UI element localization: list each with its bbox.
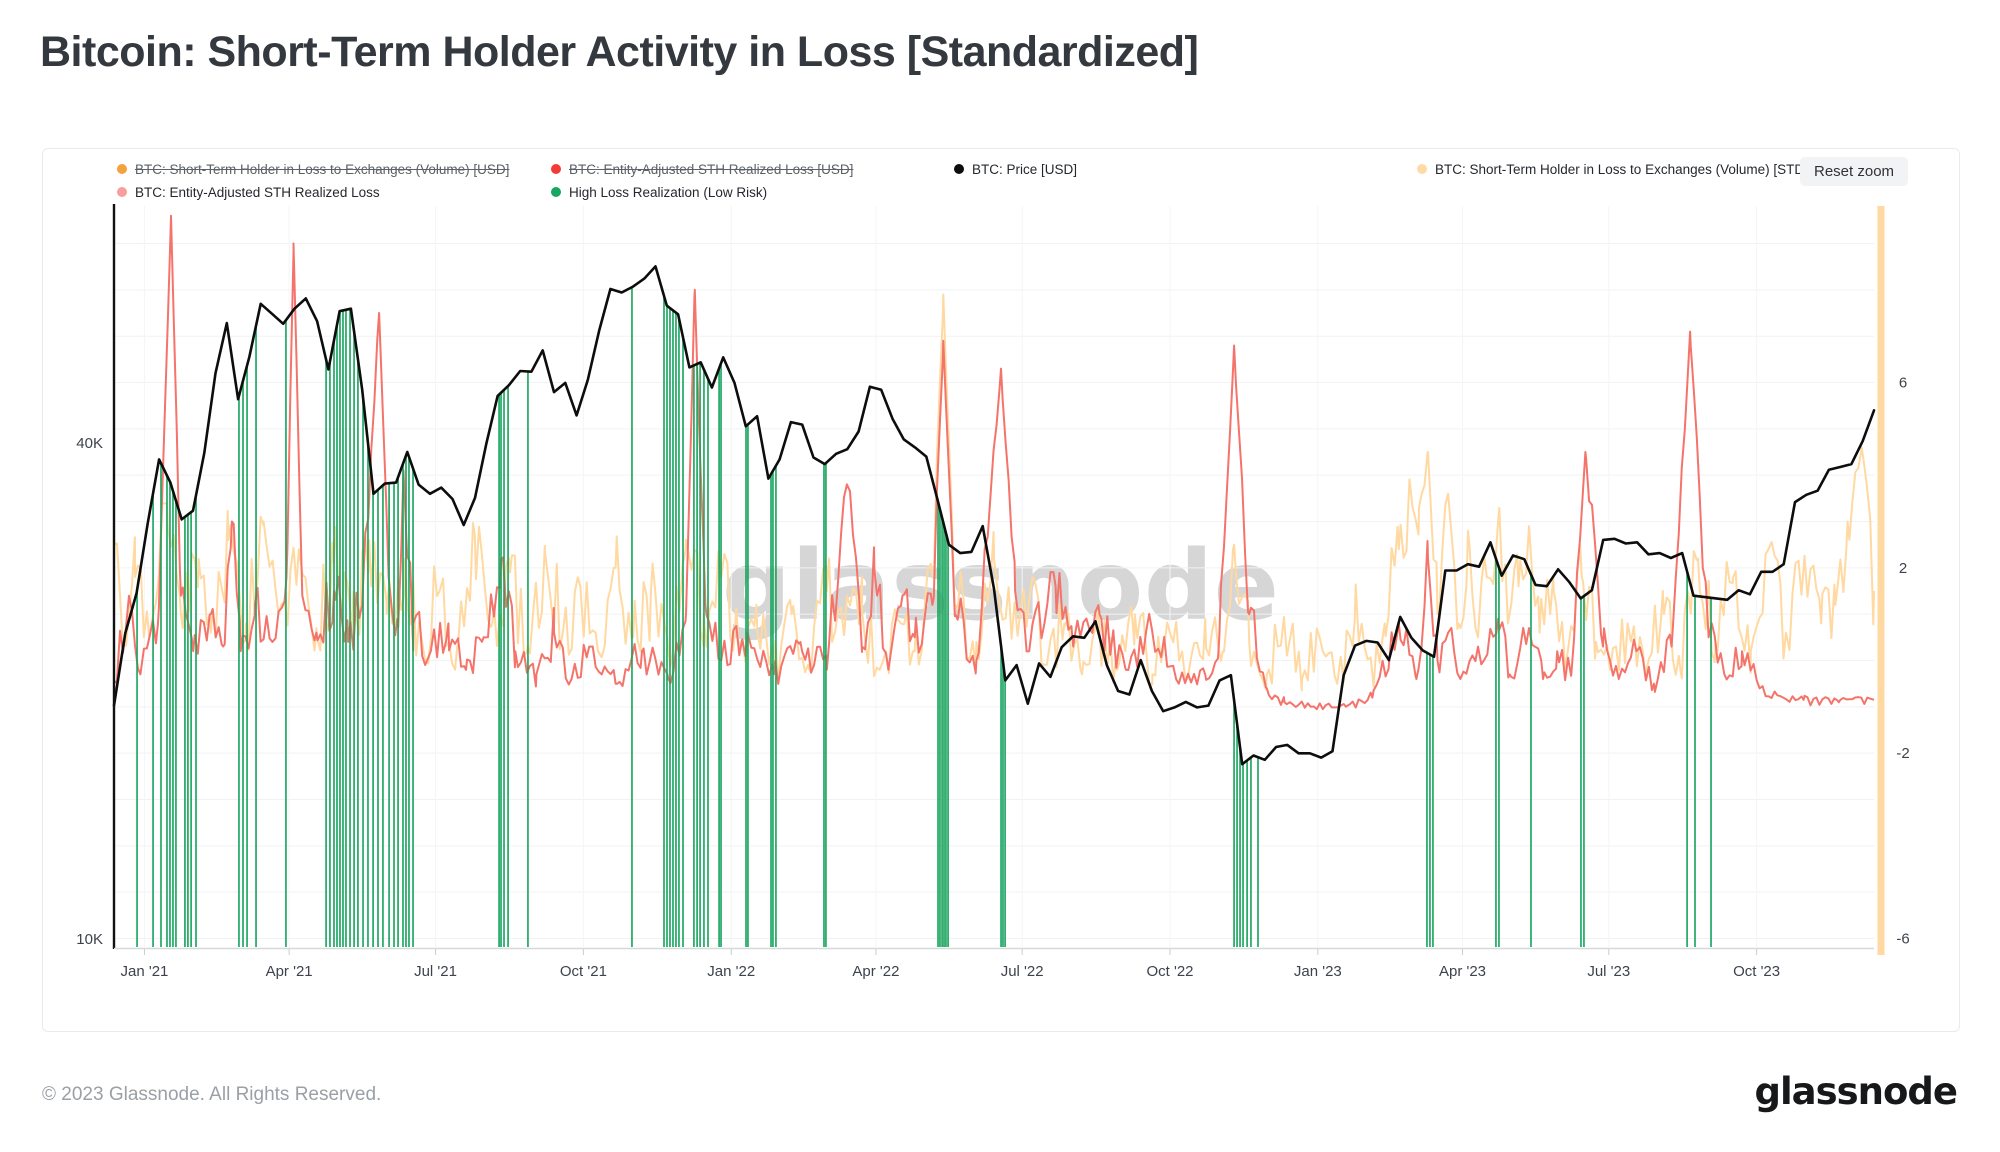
legend-dot-light-orange: [1417, 164, 1427, 175]
legend-item-btc-price[interactable]: BTC: Price [USD]: [954, 162, 1077, 177]
x-axis-tick-label: Apr '21: [266, 963, 313, 980]
left-axis-tick-label: 10K: [76, 931, 103, 948]
right-axis-tick-label: -6: [1896, 930, 1909, 947]
legend-dot-black: [954, 164, 964, 175]
legend-label: BTC: Short-Term Holder in Loss to Exchan…: [1435, 162, 1808, 177]
legend-label: BTC: Entity-Adjusted STH Realized Loss […: [569, 162, 854, 177]
x-axis-tick-label: Oct '21: [560, 963, 607, 980]
legend-item-sth-realized-loss[interactable]: BTC: Entity-Adjusted STH Realized Loss: [117, 185, 380, 200]
legend-dot-orange: [117, 164, 127, 175]
legend-item-sth-loss-exchanges-usd[interactable]: BTC: Short-Term Holder in Loss to Exchan…: [117, 162, 509, 177]
legend-item-sth-loss-exchanges-std[interactable]: BTC: Short-Term Holder in Loss to Exchan…: [1417, 162, 1808, 177]
legend-item-high-loss-realization[interactable]: High Loss Realization (Low Risk): [551, 185, 767, 200]
right-axis-tick-label: 2: [1899, 560, 1907, 577]
volume-std-line: [113, 293, 1875, 692]
chart-plot[interactable]: Jan '21 Apr '21 Jul '21 Oct '21 Jan '22 Apr '…: [43, 149, 1957, 1029]
legend-dot-green: [551, 187, 561, 198]
page-title: Bitcoin: Short-Term Holder Activity in L…: [40, 28, 1199, 76]
x-axis-tick-label: Apr '23: [1439, 963, 1486, 980]
axes: Jan '21 Apr '21 Jul '21 Oct '21 Jan '22 Apr '…: [76, 204, 1910, 980]
x-axis-tick-label: Jul '23: [1587, 963, 1630, 980]
chart-card: glassnode Jan '21 Apr '21 Jul '21 Oct '21 Ja…: [42, 148, 1960, 1032]
legend-label: BTC: Price [USD]: [972, 162, 1078, 177]
legend-label: High Loss Realization (Low Risk): [569, 185, 768, 200]
std-latest-bar: [1877, 206, 1885, 955]
legend-dot-pink: [117, 187, 127, 198]
right-axis-tick-label: 6: [1899, 375, 1907, 392]
x-axis-tick-label: Oct '22: [1146, 963, 1193, 980]
legend-item-sth-realized-loss-usd[interactable]: BTC: Entity-Adjusted STH Realized Loss […: [551, 162, 853, 177]
right-axis-tick-label: -2: [1896, 745, 1909, 762]
legend-label: BTC: Entity-Adjusted STH Realized Loss: [135, 185, 380, 200]
legend-dot-red: [551, 164, 561, 175]
left-axis-tick-label: 40K: [76, 435, 103, 452]
x-axis-tick-label: Apr '22: [852, 963, 899, 980]
footer-copyright: © 2023 Glassnode. All Rights Reserved.: [42, 1084, 382, 1105]
btc-price-line: [112, 265, 1876, 766]
high-loss-event-lines: [136, 287, 1712, 947]
x-axis-tick-label: Jul '21: [414, 963, 457, 980]
reset-zoom-button[interactable]: Reset zoom: [1800, 157, 1909, 186]
x-axis-tick-label: Jul '22: [1001, 963, 1044, 980]
x-axis-tick-label: Jan '23: [1294, 963, 1342, 980]
legend-label: BTC: Short-Term Holder in Loss to Exchan…: [135, 162, 510, 177]
x-axis-tick-label: Jan '21: [120, 963, 168, 980]
series-layer: [112, 214, 1876, 947]
glassnode-logo: glassnode: [1754, 1070, 1958, 1113]
x-axis-tick-label: Oct '23: [1733, 963, 1780, 980]
x-axis-tick-label: Jan '22: [707, 963, 755, 980]
